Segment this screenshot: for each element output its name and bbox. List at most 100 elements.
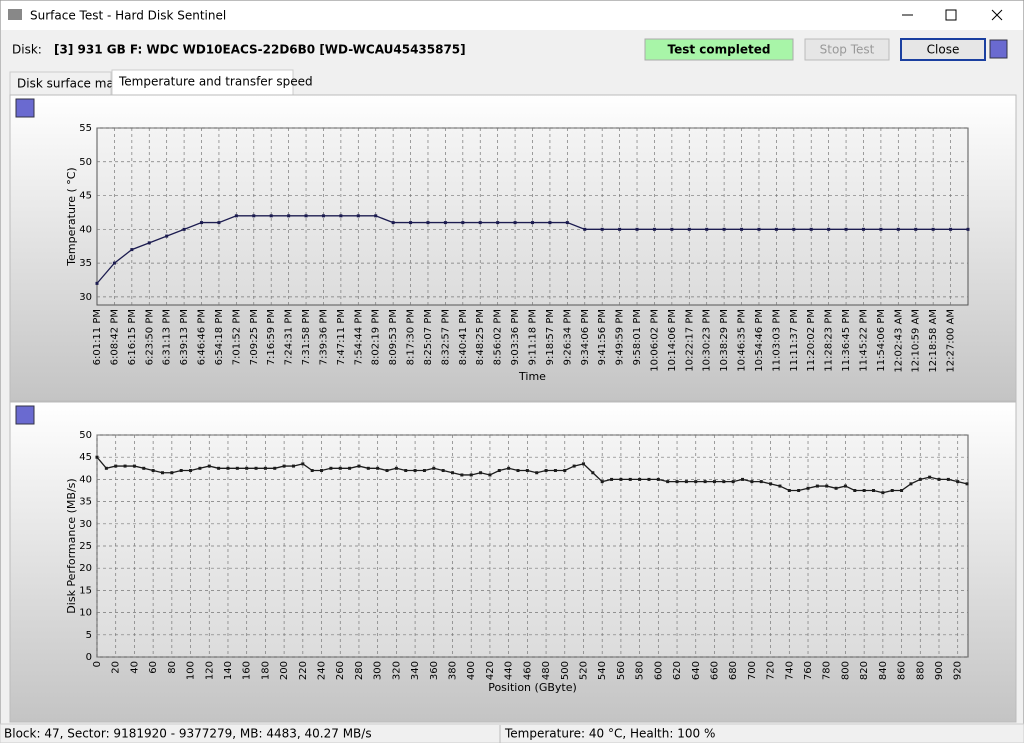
y-tick-label: 5: [86, 630, 92, 641]
x-tick-label: 6:23:50 PM: [144, 309, 155, 365]
x-tick-label: 7:47:11 PM: [336, 309, 347, 365]
x-tick-label: 9:49:59 PM: [615, 309, 626, 365]
data-point: [409, 221, 413, 225]
x-tick-label: 8:17:30 PM: [406, 309, 417, 365]
data-point: [104, 466, 108, 470]
data-point: [245, 466, 249, 470]
data-point: [329, 466, 333, 470]
data-point: [881, 491, 885, 495]
y-tick-label: 45: [79, 191, 92, 202]
x-tick-label: 760: [803, 661, 814, 680]
x-tick-label: 11:20:02 PM: [806, 309, 817, 372]
x-tick-label: 80: [167, 661, 178, 674]
data-point: [722, 480, 726, 484]
data-point: [600, 227, 604, 231]
close-button-label: Close: [927, 43, 960, 57]
data-point: [809, 227, 813, 231]
save-icon[interactable]: [15, 405, 35, 425]
x-tick-label: 460: [522, 661, 533, 680]
data-point: [496, 221, 500, 225]
data-point: [937, 477, 941, 481]
data-point: [165, 234, 169, 238]
data-point: [217, 466, 221, 470]
x-tick-label: 20: [111, 661, 122, 674]
data-point: [946, 477, 950, 481]
x-tick-label: 620: [672, 661, 683, 680]
x-tick-label: 6:01:11 PM: [92, 309, 103, 365]
data-point: [741, 477, 745, 481]
x-tick-label: 6:39:13 PM: [179, 309, 190, 365]
save-icon[interactable]: [15, 98, 35, 118]
x-tick-label: 9:03:36 PM: [510, 309, 521, 365]
x-tick-label: 680: [728, 661, 739, 680]
maximize-button[interactable]: [945, 9, 957, 21]
x-tick-label: 820: [859, 661, 870, 680]
data-point: [722, 227, 726, 231]
x-tick-label: 11:36:45 PM: [841, 309, 852, 372]
x-tick-label: 12:27:00 AM: [946, 309, 957, 373]
disk-label: Disk:: [12, 43, 42, 57]
x-tick-label: 260: [335, 661, 346, 680]
close-window-button[interactable]: [991, 9, 1003, 21]
data-point: [357, 464, 361, 468]
data-point: [479, 471, 483, 475]
data-point: [488, 473, 492, 477]
x-tick-label: 11:54:06 PM: [876, 309, 887, 372]
data-point: [778, 484, 782, 488]
data-point: [687, 227, 691, 231]
data-point: [572, 464, 576, 468]
save-icon[interactable]: [989, 39, 1008, 59]
data-point: [291, 464, 295, 468]
data-point: [441, 469, 445, 473]
y-tick-label: 50: [79, 430, 92, 441]
x-tick-label: 9:41:56 PM: [597, 309, 608, 365]
data-point: [132, 464, 136, 468]
x-tick-label: 9:11:18 PM: [528, 309, 539, 365]
x-tick-label: 6:16:15 PM: [127, 309, 138, 365]
x-tick-label: 6:54:18 PM: [214, 309, 225, 365]
data-point: [591, 471, 595, 475]
data-point: [478, 221, 482, 225]
data-point: [610, 477, 614, 481]
data-point: [827, 227, 831, 231]
data-point: [507, 466, 511, 470]
data-point: [497, 469, 501, 473]
x-tick-label: 400: [466, 661, 477, 680]
x-tick-label: 700: [747, 661, 758, 680]
data-point: [628, 477, 632, 481]
plot-area: [96, 127, 969, 306]
data-point: [853, 489, 857, 492]
x-tick-label: 880: [915, 661, 926, 680]
data-point: [797, 489, 801, 492]
y-tick-label: 35: [79, 258, 92, 269]
data-point: [394, 466, 398, 470]
data-point: [207, 464, 211, 468]
data-point: [234, 214, 238, 218]
data-point: [469, 473, 473, 477]
x-tick-label: 380: [448, 661, 459, 680]
tab-active[interactable]: [111, 69, 294, 97]
data-point: [956, 480, 960, 484]
y-axis-label: Temperature ( °C): [65, 167, 78, 266]
x-tick-label: 280: [354, 661, 365, 680]
data-point: [769, 482, 773, 486]
x-tick-label: 240: [317, 661, 328, 680]
stop-button[interactable]: [804, 38, 890, 61]
x-tick-label: 9:26:34 PM: [562, 309, 573, 365]
data-point: [712, 480, 716, 484]
data-point: [451, 471, 455, 475]
data-point: [774, 227, 778, 231]
x-tick-label: 9:18:57 PM: [545, 309, 556, 365]
close-button[interactable]: [900, 38, 986, 61]
x-tick-label: 140: [223, 661, 234, 680]
data-point: [834, 486, 838, 490]
data-point: [872, 489, 876, 492]
y-tick-label: 30: [79, 292, 92, 303]
x-tick-label: 160: [242, 661, 253, 680]
x-tick-label: 300: [373, 661, 384, 680]
x-tick-label: 560: [616, 661, 627, 680]
data-point: [217, 221, 221, 225]
x-tick-label: 9:34:06 PM: [580, 309, 591, 365]
